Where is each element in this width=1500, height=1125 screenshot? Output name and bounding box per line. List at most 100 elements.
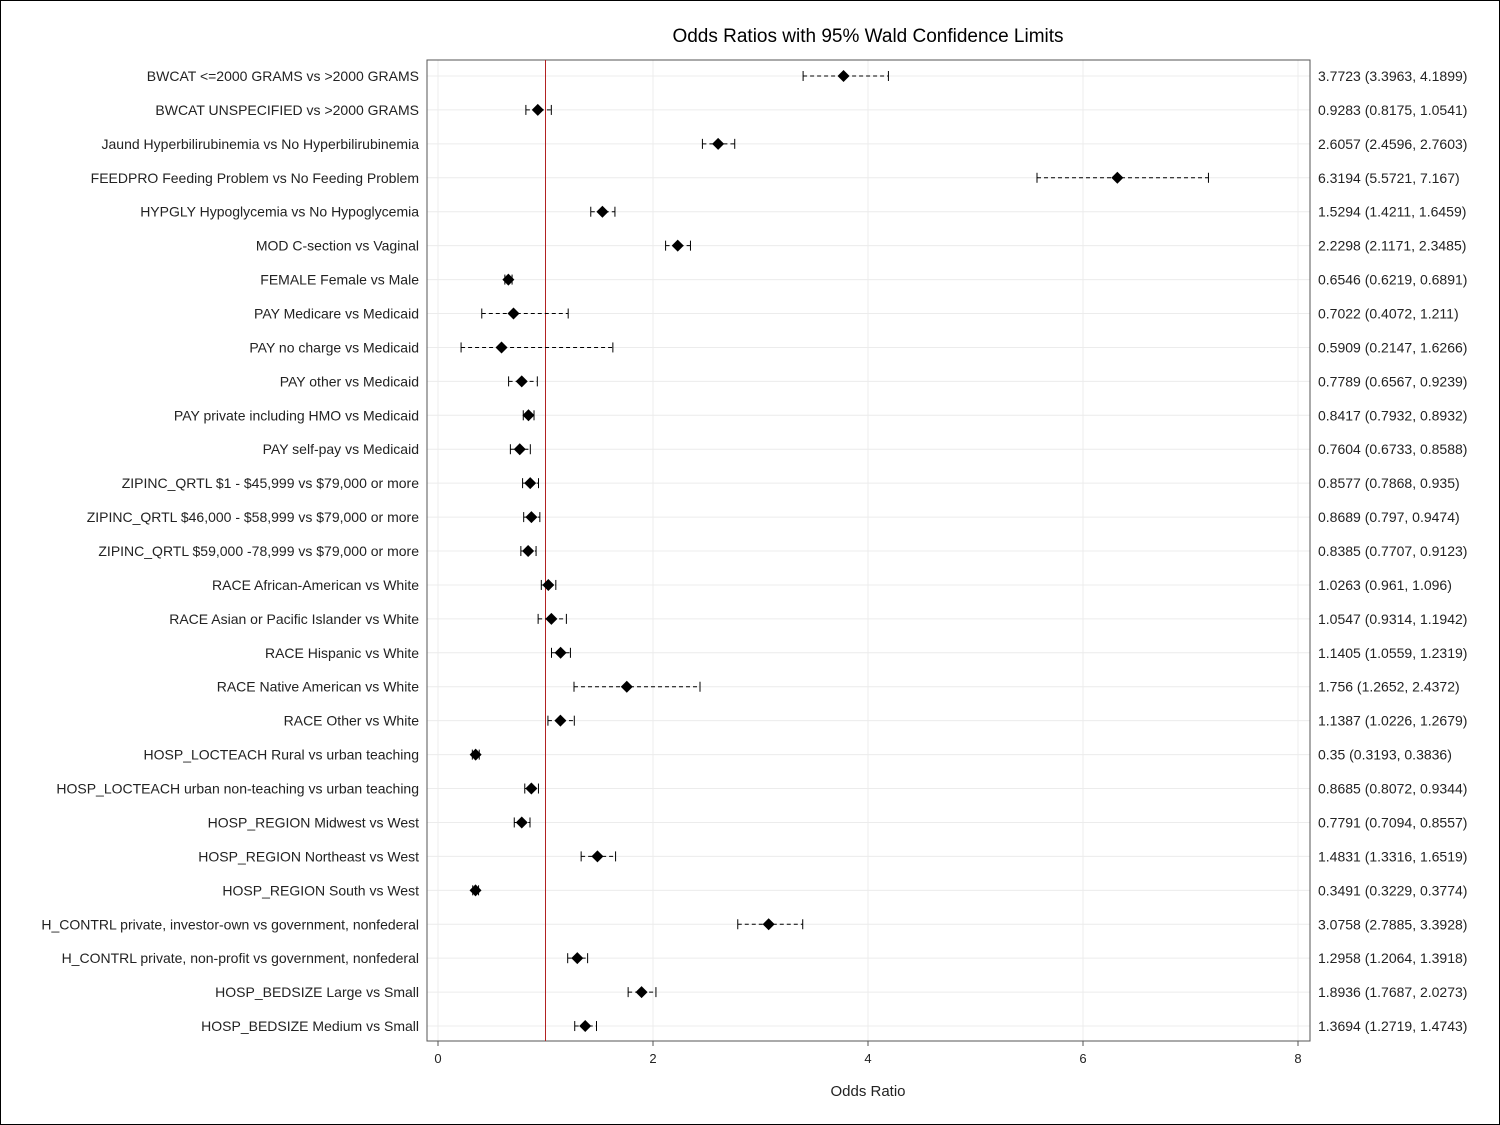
odds-ratio-row: HOSP_LOCTEACH Rural vs urban teaching 0.3… bbox=[144, 747, 1452, 763]
row-value-text: 1.1405 (1.0559, 1.2319) bbox=[1318, 645, 1467, 661]
row-value-text: 0.8385 (0.7707, 0.9123) bbox=[1318, 543, 1467, 559]
rows-layer: BWCAT <=2000 GRAMS vs >2000 GRAMS 3.7723 … bbox=[41, 68, 1467, 1034]
odds-ratio-row: PAY no charge vs Medicaid 0.5909 (0.2147,… bbox=[249, 339, 1467, 355]
row-value-text: 1.0263 (0.961, 1.096) bbox=[1318, 577, 1452, 593]
odds-ratio-row: FEMALE Female vs Male 0.6546 (0.6219, 0.6… bbox=[260, 272, 1467, 288]
odds-ratio-row: HOSP_LOCTEACH urban non-teaching vs urba… bbox=[56, 781, 1467, 797]
odds-ratio-row: RACE Other vs White 1.1387 (1.0226, 1.267… bbox=[284, 713, 1468, 729]
estimate-marker bbox=[522, 545, 535, 558]
row-label: PAY self-pay vs Medicaid bbox=[263, 441, 419, 457]
estimate-marker bbox=[837, 70, 850, 82]
estimate-marker bbox=[762, 918, 775, 931]
x-tick-label: 0 bbox=[434, 1051, 441, 1066]
row-label: ZIPINC_QRTL $46,000 - $58,999 vs $79,000… bbox=[87, 509, 420, 525]
odds-ratio-row: HOSP_REGION Northeast vs West 1.4831 (1.3… bbox=[198, 848, 1467, 864]
estimate-marker bbox=[596, 205, 609, 218]
row-value-text: 1.8936 (1.7687, 2.0273) bbox=[1318, 984, 1467, 1000]
odds-ratio-row: HOSP_BEDSIZE Large vs Small 1.8936 (1.768… bbox=[215, 984, 1467, 1000]
x-tick-label: 2 bbox=[649, 1051, 656, 1066]
x-tick-label: 6 bbox=[1079, 1051, 1086, 1066]
row-label: HOSP_LOCTEACH urban non-teaching vs urba… bbox=[56, 781, 419, 797]
row-value-text: 1.756 (1.2652, 2.4372) bbox=[1318, 679, 1460, 695]
estimate-marker bbox=[502, 273, 515, 286]
row-value-text: 0.7604 (0.6733, 0.8588) bbox=[1318, 441, 1467, 457]
row-value-text: 0.8689 (0.797, 0.9474) bbox=[1318, 509, 1460, 525]
estimate-marker bbox=[620, 680, 633, 693]
odds-ratio-row: PAY other vs Medicaid 0.7789 (0.6567, 0.9… bbox=[280, 373, 1468, 389]
odds-ratio-row: Jaund Hyperbilirubinemia vs No Hyperbili… bbox=[102, 136, 1468, 152]
odds-ratio-row: BWCAT UNSPECIFIED vs >2000 GRAMS 0.9283 (… bbox=[155, 102, 1467, 118]
row-label: HOSP_LOCTEACH Rural vs urban teaching bbox=[144, 747, 419, 763]
row-label: PAY no charge vs Medicaid bbox=[249, 339, 419, 355]
odds-ratio-row: BWCAT <=2000 GRAMS vs >2000 GRAMS 3.7723 … bbox=[147, 68, 1468, 84]
row-label: HOSP_REGION Midwest vs West bbox=[208, 814, 419, 830]
row-label: HOSP_REGION Northeast vs West bbox=[198, 848, 419, 864]
row-label: BWCAT <=2000 GRAMS vs >2000 GRAMS bbox=[147, 68, 419, 84]
x-tick-label: 4 bbox=[864, 1051, 871, 1066]
row-value-text: 0.8577 (0.7868, 0.935) bbox=[1318, 475, 1460, 491]
estimate-marker bbox=[469, 748, 482, 761]
estimate-marker bbox=[635, 986, 648, 999]
estimate-marker bbox=[513, 443, 526, 456]
row-value-text: 1.5294 (1.4211, 1.6459) bbox=[1318, 204, 1466, 220]
odds-ratio-row: PAY self-pay vs Medicaid 0.7604 (0.6733, … bbox=[263, 441, 1468, 457]
row-value-text: 0.35 (0.3193, 0.3836) bbox=[1318, 747, 1452, 763]
estimate-marker bbox=[531, 103, 544, 116]
grid-layer bbox=[427, 60, 1310, 1041]
estimate-marker bbox=[591, 850, 604, 863]
estimate-marker bbox=[1111, 171, 1124, 184]
estimate-marker bbox=[515, 816, 528, 829]
x-axis-title: Odds Ratio bbox=[830, 1083, 905, 1100]
estimate-marker bbox=[525, 782, 538, 795]
odds-ratio-row: RACE Hispanic vs White 1.1405 (1.0559, 1.… bbox=[265, 645, 1468, 661]
estimate-marker bbox=[545, 612, 558, 625]
row-label: PAY other vs Medicaid bbox=[280, 373, 419, 389]
row-label: HOSP_REGION South vs West bbox=[222, 882, 419, 898]
row-value-text: 3.7723 (3.3963, 4.1899) bbox=[1318, 68, 1467, 84]
row-label: HOSP_BEDSIZE Medium vs Small bbox=[201, 1018, 419, 1034]
row-value-text: 0.3491 (0.3229, 0.3774) bbox=[1318, 882, 1467, 898]
estimate-marker bbox=[712, 137, 725, 150]
row-value-text: 0.9283 (0.8175, 1.0541) bbox=[1318, 102, 1467, 118]
odds-ratio-row: RACE Asian or Pacific Islander vs White 1… bbox=[169, 611, 1467, 627]
row-label: FEEDPRO Feeding Problem vs No Feeding Pr… bbox=[91, 170, 419, 186]
odds-ratio-row: HOSP_BEDSIZE Medium vs Small 1.3694 (1.27… bbox=[201, 1018, 1467, 1034]
row-value-text: 0.6546 (0.6219, 0.6891) bbox=[1318, 272, 1467, 288]
odds-ratio-row: ZIPINC_QRTL $59,000 -78,999 vs $79,000 o… bbox=[98, 543, 1467, 559]
row-label: RACE African-American vs White bbox=[212, 577, 419, 593]
row-label: RACE Asian or Pacific Islander vs White bbox=[169, 611, 419, 627]
x-axis: 0 2 4 6 8 bbox=[434, 1041, 1302, 1066]
estimate-marker bbox=[579, 1020, 592, 1033]
estimate-marker bbox=[554, 646, 567, 659]
odds-ratio-row: ZIPINC_QRTL $1 - $45,999 vs $79,000 or m… bbox=[122, 475, 1460, 491]
row-label: RACE Other vs White bbox=[284, 713, 420, 729]
row-value-text: 1.2958 (1.2064, 1.3918) bbox=[1318, 950, 1467, 966]
odds-ratio-row: HOSP_REGION Midwest vs West 0.7791 (0.709… bbox=[208, 814, 1468, 830]
row-value-text: 6.3194 (5.5721, 7.167) bbox=[1318, 170, 1460, 186]
row-label: H_CONTRL private, non-profit vs governme… bbox=[62, 950, 419, 966]
row-label: MOD C-section vs Vaginal bbox=[256, 238, 419, 254]
row-value-text: 2.2298 (2.1171, 2.3485) bbox=[1318, 238, 1466, 254]
odds-ratio-row: ZIPINC_QRTL $46,000 - $58,999 vs $79,000… bbox=[87, 509, 1460, 525]
odds-ratio-row: FEEDPRO Feeding Problem vs No Feeding Pr… bbox=[91, 170, 1460, 186]
odds-ratio-row: MOD C-section vs Vaginal 2.2298 (2.1171, … bbox=[256, 238, 1467, 254]
row-value-text: 0.7791 (0.7094, 0.8557) bbox=[1318, 814, 1467, 830]
row-value-text: 0.8685 (0.8072, 0.9344) bbox=[1318, 781, 1467, 797]
estimate-marker bbox=[542, 578, 555, 591]
row-value-text: 2.6057 (2.4596, 2.7603) bbox=[1318, 136, 1467, 152]
row-label: PAY private including HMO vs Medicaid bbox=[174, 407, 419, 423]
odds-ratio-row: PAY private including HMO vs Medicaid 0.8… bbox=[174, 407, 1468, 423]
estimate-marker bbox=[522, 409, 535, 422]
row-label: RACE Native American vs White bbox=[217, 679, 419, 695]
odds-ratio-row: H_CONTRL private, non-profit vs governme… bbox=[62, 950, 1468, 966]
estimate-marker bbox=[671, 239, 684, 252]
row-label: ZIPINC_QRTL $59,000 -78,999 vs $79,000 o… bbox=[98, 543, 419, 559]
row-label: H_CONTRL private, investor-own vs govern… bbox=[41, 916, 419, 932]
x-tick-label: 8 bbox=[1294, 1051, 1301, 1066]
row-label: PAY Medicare vs Medicaid bbox=[254, 306, 419, 322]
row-value-text: 1.1387 (1.0226, 1.2679) bbox=[1318, 713, 1467, 729]
row-value-text: 1.4831 (1.3316, 1.6519) bbox=[1318, 848, 1467, 864]
odds-ratio-row: PAY Medicare vs Medicaid 0.7022 (0.4072, … bbox=[254, 306, 1459, 322]
